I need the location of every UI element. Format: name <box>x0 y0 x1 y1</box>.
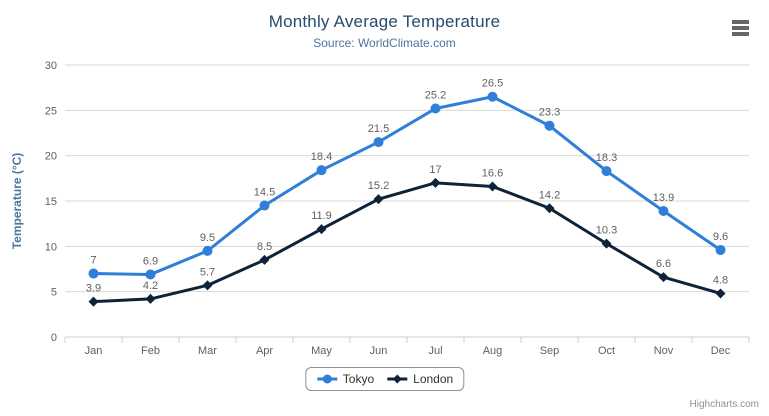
legend-item-tokyo[interactable]: Tokyo <box>316 372 374 386</box>
point-marker-london-jun[interactable] <box>373 194 384 205</box>
legend-label-london: London <box>413 372 454 386</box>
data-label-london-oct: 10.3 <box>596 225 617 237</box>
data-label-tokyo-jun: 21.5 <box>368 123 389 135</box>
point-marker-tokyo-may[interactable] <box>316 165 327 176</box>
data-label-tokyo-jul: 25.2 <box>425 90 446 102</box>
y-axis-label: 0 <box>51 332 57 344</box>
series-line-tokyo <box>92 95 722 276</box>
chart-title: Monthly Average Temperature <box>268 12 501 31</box>
point-marker-london-oct[interactable] <box>601 238 612 249</box>
y-axis-title: Temperature (°C) <box>10 153 24 250</box>
data-label-london-jul: 17 <box>429 164 441 176</box>
data-label-london-may: 11.9 <box>311 210 332 222</box>
data-label-london-apr: 8.5 <box>257 241 272 253</box>
point-marker-tokyo-jul[interactable] <box>430 103 441 114</box>
point-marker-london-mar[interactable] <box>202 280 213 291</box>
data-label-tokyo-oct: 18.3 <box>596 152 617 164</box>
legend: Tokyo London <box>304 367 465 391</box>
hamburger-bar <box>732 20 749 24</box>
point-marker-london-apr[interactable] <box>259 254 270 265</box>
data-label-london-jun: 15.2 <box>368 180 389 192</box>
x-axis-label-apr: Apr <box>256 345 273 357</box>
x-axis-label-jun: Jun <box>370 345 388 357</box>
y-axis-label: 10 <box>45 241 57 253</box>
legend-label-tokyo: Tokyo <box>342 372 375 386</box>
x-axis-label-sep: Sep <box>540 345 560 357</box>
hamburger-menu-icon[interactable] <box>732 18 749 38</box>
data-label-tokyo-feb: 6.9 <box>143 255 158 267</box>
data-label-london-aug: 16.6 <box>482 167 503 179</box>
legend-marker-london-icon <box>387 374 408 384</box>
hamburger-bar <box>732 26 749 30</box>
series-line-london <box>92 181 722 304</box>
point-marker-tokyo-sep[interactable] <box>544 120 555 131</box>
hamburger-bar <box>732 32 749 36</box>
data-label-tokyo-may: 18.4 <box>311 151 332 163</box>
data-label-tokyo-dec: 9.6 <box>713 231 728 243</box>
data-label-london-mar: 5.7 <box>200 266 215 278</box>
point-marker-tokyo-oct[interactable] <box>601 166 612 177</box>
x-axis-label-oct: Oct <box>598 345 615 357</box>
data-label-london-sep: 14.2 <box>539 189 560 201</box>
y-axis-label: 5 <box>51 287 57 299</box>
legend-marker-tokyo-icon <box>316 374 337 384</box>
x-axis-label-jan: Jan <box>85 345 103 357</box>
y-axis-label: 15 <box>45 196 57 208</box>
data-label-tokyo-aug: 26.5 <box>482 78 503 90</box>
point-marker-london-jan[interactable] <box>88 296 99 307</box>
chart-subtitle: Source: WorldClimate.com <box>313 36 456 50</box>
point-marker-london-nov[interactable] <box>658 272 669 283</box>
point-marker-tokyo-apr[interactable] <box>259 200 270 211</box>
point-marker-london-aug[interactable] <box>487 181 498 192</box>
data-label-london-dec: 4.8 <box>713 274 728 286</box>
point-marker-tokyo-dec[interactable] <box>715 244 726 255</box>
data-label-tokyo-jan: 7 <box>90 255 96 267</box>
data-label-london-jan: 3.9 <box>86 283 101 295</box>
point-marker-tokyo-jun[interactable] <box>373 137 384 148</box>
point-marker-tokyo-nov[interactable] <box>658 205 669 216</box>
point-marker-london-jul[interactable] <box>430 177 441 188</box>
x-axis-label-aug: Aug <box>483 345 503 357</box>
legend-item-london[interactable]: London <box>386 372 453 386</box>
x-axis-label-dec: Dec <box>711 345 731 357</box>
y-axis-label: 20 <box>45 151 57 163</box>
x-axis-label-jul: Jul <box>428 345 442 357</box>
credits-link[interactable]: Highcharts.com <box>689 399 759 410</box>
data-label-tokyo-nov: 13.9 <box>653 192 674 204</box>
data-label-london-feb: 4.2 <box>143 280 158 292</box>
point-marker-tokyo-mar[interactable] <box>202 245 213 256</box>
data-label-tokyo-mar: 9.5 <box>200 232 215 244</box>
point-marker-london-may[interactable] <box>316 224 327 235</box>
data-label-tokyo-sep: 23.3 <box>539 107 560 119</box>
point-marker-london-dec[interactable] <box>715 288 726 299</box>
x-axis-label-feb: Feb <box>141 345 160 357</box>
x-axis-label-mar: Mar <box>198 345 217 357</box>
point-marker-tokyo-aug[interactable] <box>487 91 498 102</box>
data-label-london-nov: 6.6 <box>656 258 671 270</box>
point-marker-tokyo-jan[interactable] <box>88 268 99 279</box>
y-axis-label: 25 <box>45 105 57 117</box>
point-marker-london-feb[interactable] <box>145 293 156 304</box>
point-marker-tokyo-feb[interactable] <box>145 269 156 280</box>
x-axis-label-may: May <box>311 345 332 357</box>
y-axis-label: 30 <box>45 60 57 72</box>
x-axis-label-nov: Nov <box>654 345 674 357</box>
point-marker-london-sep[interactable] <box>544 203 555 214</box>
data-label-tokyo-apr: 14.5 <box>254 187 275 199</box>
